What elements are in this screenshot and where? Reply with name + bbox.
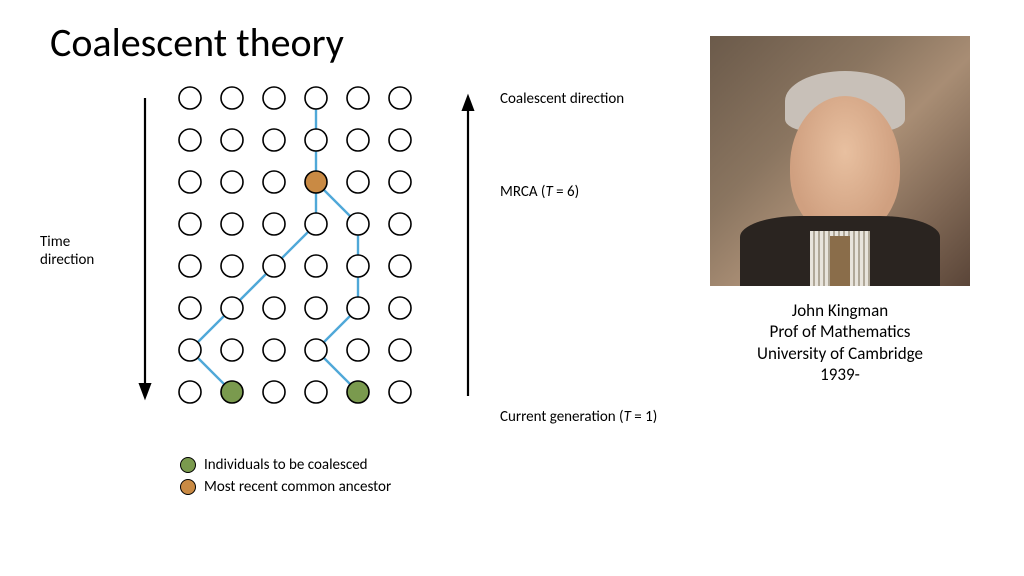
coalescent-diagram: Time direction Coalescent direction MRCA… <box>40 78 670 558</box>
legend-individuals: Individuals to be coalesced <box>180 456 391 474</box>
legend-mrca: Most recent common ancestor <box>180 478 391 496</box>
portrait-name: John Kingman <box>710 300 970 321</box>
diagram-svg <box>40 78 670 458</box>
legend-individuals-label: Individuals to be coalesced <box>204 456 368 474</box>
portrait-title: Prof of Mathematics <box>710 321 970 342</box>
portrait-dates: 1939- <box>710 364 970 385</box>
diagram-legend: Individuals to be coalesced Most recent … <box>180 456 391 500</box>
legend-dot-mrca-icon <box>180 479 196 495</box>
current-generation-label: Current generation (T = 1) <box>500 408 657 426</box>
portrait-caption: John Kingman Prof of Mathematics Univers… <box>710 300 970 385</box>
coalescent-direction-label: Coalescent direction <box>500 90 624 108</box>
mrca-label: MRCA (T = 6) <box>500 183 579 201</box>
legend-dot-individuals-icon <box>180 457 196 473</box>
page-title: Coalescent theory <box>50 18 344 67</box>
portrait-area: John Kingman Prof of Mathematics Univers… <box>710 36 970 385</box>
legend-mrca-label: Most recent common ancestor <box>204 478 391 496</box>
time-direction-label: Time direction <box>40 233 110 269</box>
portrait-affiliation: University of Cambridge <box>710 343 970 364</box>
portrait-photo <box>710 36 970 286</box>
